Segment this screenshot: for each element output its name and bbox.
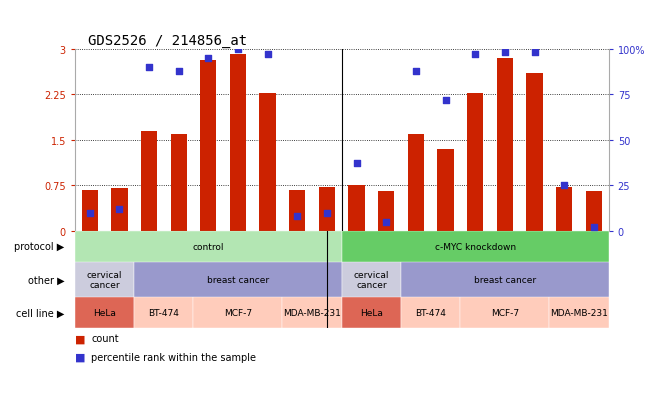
Bar [467, 94, 484, 231]
Text: breast cancer: breast cancer [474, 275, 536, 284]
Point [292, 214, 303, 220]
Bar [75, 262, 134, 297]
Bar [460, 297, 549, 328]
Point [589, 224, 599, 231]
Bar [134, 297, 193, 328]
Bar [75, 231, 342, 262]
Point [203, 55, 214, 62]
Point [440, 97, 450, 104]
Bar [283, 297, 342, 328]
Text: HeLa: HeLa [360, 309, 383, 317]
Text: other ▶: other ▶ [27, 275, 64, 285]
Point [559, 183, 570, 189]
Point [114, 206, 124, 213]
Text: c-MYC knockdown: c-MYC knockdown [435, 242, 516, 251]
Bar [134, 262, 342, 297]
Point [411, 68, 421, 75]
Text: breast cancer: breast cancer [207, 275, 269, 284]
Bar [230, 55, 246, 231]
Bar [527, 74, 543, 231]
Bar [348, 186, 365, 231]
Text: count: count [91, 334, 118, 344]
Bar [556, 187, 572, 231]
Bar [111, 189, 128, 231]
Text: HeLa: HeLa [93, 309, 116, 317]
Text: cervical
cancer: cervical cancer [353, 270, 389, 290]
Bar [289, 190, 305, 231]
Text: cell line ▶: cell line ▶ [16, 308, 64, 318]
Bar [141, 131, 157, 231]
Bar [549, 297, 609, 328]
Text: cervical
cancer: cervical cancer [87, 270, 122, 290]
Text: control: control [193, 242, 224, 251]
Bar [342, 262, 401, 297]
Bar [171, 134, 187, 231]
Text: MDA-MB-231: MDA-MB-231 [283, 309, 341, 317]
Text: GDS2526 / 214856_at: GDS2526 / 214856_at [88, 33, 247, 47]
Point [500, 50, 510, 57]
Bar [497, 59, 513, 231]
Bar [260, 94, 276, 231]
Bar [75, 297, 134, 328]
Point [322, 210, 332, 216]
Point [262, 52, 273, 58]
Bar [319, 188, 335, 231]
Point [144, 64, 154, 71]
Bar [342, 297, 401, 328]
Text: MCF-7: MCF-7 [224, 309, 252, 317]
Text: MDA-MB-231: MDA-MB-231 [550, 309, 608, 317]
Bar [437, 150, 454, 231]
Text: ■: ■ [75, 334, 89, 344]
Bar [342, 231, 609, 262]
Bar [81, 190, 98, 231]
Bar [401, 297, 460, 328]
Point [233, 46, 243, 53]
Bar [378, 192, 395, 231]
Bar [200, 60, 217, 231]
Text: percentile rank within the sample: percentile rank within the sample [91, 352, 256, 362]
Text: BT-474: BT-474 [415, 309, 446, 317]
Text: ■: ■ [75, 352, 89, 362]
Point [85, 210, 95, 216]
Text: BT-474: BT-474 [148, 309, 179, 317]
Text: protocol ▶: protocol ▶ [14, 242, 64, 252]
Point [381, 219, 391, 225]
Text: MCF-7: MCF-7 [491, 309, 519, 317]
Point [529, 50, 540, 57]
Bar [408, 134, 424, 231]
Point [173, 68, 184, 75]
Bar [193, 297, 283, 328]
Bar [586, 192, 602, 231]
Bar [401, 262, 609, 297]
Point [470, 52, 480, 58]
Point [352, 161, 362, 167]
